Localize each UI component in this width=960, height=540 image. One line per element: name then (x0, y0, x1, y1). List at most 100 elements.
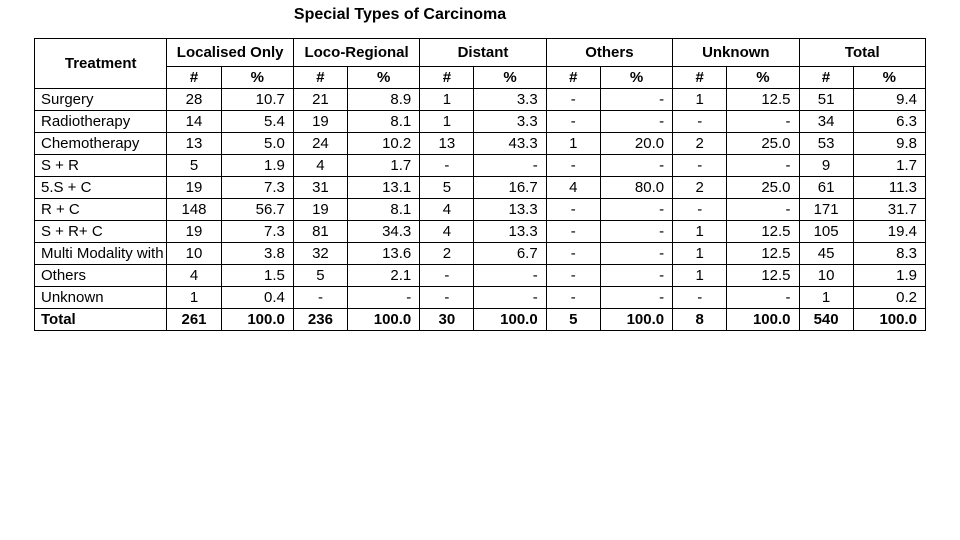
cell-pct: - (474, 265, 546, 287)
cell-num: - (673, 287, 727, 309)
cell-num: - (673, 199, 727, 221)
cell-pct: 13.1 (348, 177, 420, 199)
cell-num: 34 (799, 111, 853, 133)
carcinoma-table: Treatment Localised Only Loco-Regional D… (34, 38, 926, 331)
sub-num: # (673, 67, 727, 89)
table-row: 5.S + C197.33113.1516.7480.0225.06111.3 (35, 177, 926, 199)
table-row: Surgery2810.7218.913.3--112.5519.4 (35, 89, 926, 111)
cell-pct: 100.0 (348, 309, 420, 331)
sub-num: # (293, 67, 347, 89)
row-label: Total (35, 309, 167, 331)
cell-pct: 13.6 (348, 243, 420, 265)
cell-num: - (546, 89, 600, 111)
cell-num: - (546, 199, 600, 221)
table-head: Treatment Localised Only Loco-Regional D… (35, 39, 926, 89)
cell-pct: 10.7 (221, 89, 293, 111)
cell-num: 4 (546, 177, 600, 199)
sub-num: # (167, 67, 221, 89)
cell-pct: 10.2 (348, 133, 420, 155)
cell-num: 5 (420, 177, 474, 199)
cell-pct: 1.7 (853, 155, 925, 177)
cell-pct: 3.3 (474, 89, 546, 111)
cell-num: 1 (799, 287, 853, 309)
cell-num: - (546, 265, 600, 287)
sub-pct: % (221, 67, 293, 89)
cell-num: 24 (293, 133, 347, 155)
cell-pct: 20.0 (600, 133, 672, 155)
cell-pct: - (727, 111, 799, 133)
cell-num: 13 (420, 133, 474, 155)
table-row: S + R51.941.7------91.7 (35, 155, 926, 177)
row-label: Multi Modality with HT (35, 243, 167, 265)
cell-pct: 13.3 (474, 221, 546, 243)
cell-num: 5 (293, 265, 347, 287)
cell-pct: 8.1 (348, 111, 420, 133)
cell-num: 19 (293, 111, 347, 133)
cell-pct: 9.4 (853, 89, 925, 111)
cell-num: 8 (673, 309, 727, 331)
row-label: S + R+ C (35, 221, 167, 243)
cell-num: 1 (167, 287, 221, 309)
col-distant: Distant (420, 39, 546, 67)
table-row: Radiotherapy145.4198.113.3----346.3 (35, 111, 926, 133)
cell-pct: 56.7 (221, 199, 293, 221)
cell-num: 32 (293, 243, 347, 265)
cell-pct: - (600, 111, 672, 133)
cell-num: 45 (799, 243, 853, 265)
cell-pct: 100.0 (474, 309, 546, 331)
cell-num: 13 (167, 133, 221, 155)
cell-pct: - (600, 221, 672, 243)
cell-pct: 25.0 (727, 177, 799, 199)
cell-pct: 9.8 (853, 133, 925, 155)
cell-pct: - (600, 155, 672, 177)
cell-num: 81 (293, 221, 347, 243)
cell-num: 540 (799, 309, 853, 331)
cell-pct: 3.3 (474, 111, 546, 133)
cell-num: 21 (293, 89, 347, 111)
table-row: Multi Modality with HT103.83213.626.7--1… (35, 243, 926, 265)
cell-pct: - (600, 243, 672, 265)
page-title-text: Special Types of Carcinoma (294, 6, 506, 24)
cell-num: - (673, 111, 727, 133)
cell-num: 9 (799, 155, 853, 177)
cell-pct: 8.9 (348, 89, 420, 111)
cell-num: 1 (673, 243, 727, 265)
cell-num: 10 (167, 243, 221, 265)
cell-pct: - (600, 265, 672, 287)
row-label: 5.S + C (35, 177, 167, 199)
table-row: Unknown10.4--------10.2 (35, 287, 926, 309)
cell-num: 105 (799, 221, 853, 243)
cell-pct: - (600, 89, 672, 111)
cell-num: - (546, 287, 600, 309)
page-title: Special Types of Carcinoma (0, 6, 960, 24)
cell-num: 30 (420, 309, 474, 331)
cell-pct: 100.0 (727, 309, 799, 331)
cell-num: 5 (546, 309, 600, 331)
cell-num: 171 (799, 199, 853, 221)
cell-pct: 7.3 (221, 221, 293, 243)
cell-pct: 19.4 (853, 221, 925, 243)
cell-num: - (420, 155, 474, 177)
cell-pct: 43.3 (474, 133, 546, 155)
cell-num: 19 (167, 221, 221, 243)
cell-num: 1 (420, 111, 474, 133)
cell-pct: 3.8 (221, 243, 293, 265)
cell-num: 51 (799, 89, 853, 111)
cell-pct: 0.4 (221, 287, 293, 309)
col-total: Total (799, 39, 925, 67)
cell-num: - (293, 287, 347, 309)
cell-num: 4 (167, 265, 221, 287)
row-label: Chemotherapy (35, 133, 167, 155)
cell-pct: 5.0 (221, 133, 293, 155)
cell-pct: 31.7 (853, 199, 925, 221)
cell-pct: 12.5 (727, 265, 799, 287)
row-label: S + R (35, 155, 167, 177)
col-loco-regional: Loco-Regional (293, 39, 419, 67)
cell-num: 1 (673, 265, 727, 287)
cell-num: - (673, 155, 727, 177)
cell-pct: - (474, 155, 546, 177)
cell-num: 1 (673, 221, 727, 243)
cell-num: 19 (293, 199, 347, 221)
cell-num: 2 (673, 133, 727, 155)
cell-pct: 1.9 (221, 155, 293, 177)
